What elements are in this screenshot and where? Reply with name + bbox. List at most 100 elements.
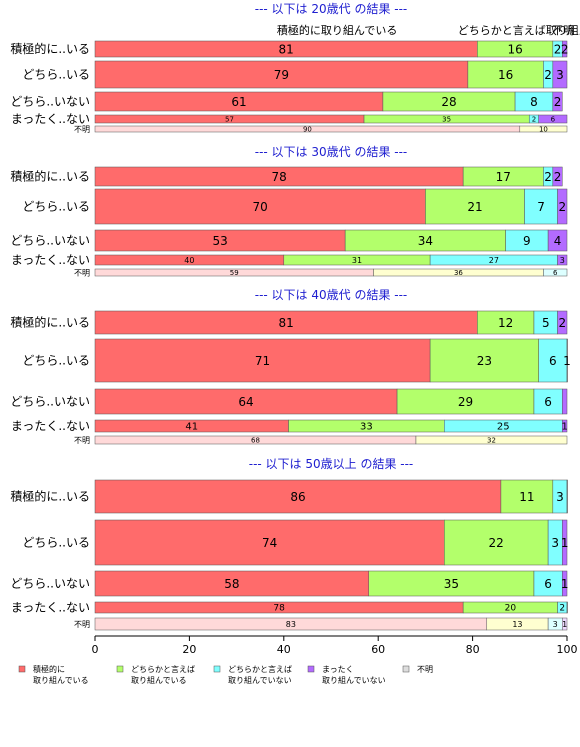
panel-title-1: --- 以下は 30歳代 の結果 --- (255, 145, 408, 159)
data-label-0-3-3: 6 (551, 116, 556, 124)
data-label-2-3-1: 33 (360, 422, 373, 433)
bar-segment-3-1-3 (562, 519, 568, 566)
data-label-0-0-2: 2 (554, 42, 562, 56)
data-label-2-2-1: 29 (458, 395, 473, 409)
bar-segment-2-1-0 (94, 338, 431, 383)
bar-segment-0-2-3 (552, 91, 563, 112)
legend-swatch-2 (213, 665, 221, 673)
data-label-2-0-1: 12 (498, 316, 513, 330)
bar-segment-0-3-3 (538, 114, 568, 124)
data-label-2-0-3: 2 (558, 316, 566, 330)
legend-swatch-0 (18, 665, 26, 673)
legend-swatch-3 (307, 665, 315, 673)
row-label-1-0: 積極的に..いる (10, 169, 90, 184)
bar-segment-3-1-0 (94, 519, 445, 566)
panel-title-0: --- 以下は 20歳代 の結果 --- (255, 2, 408, 16)
data-label-1-3-0: 40 (184, 256, 194, 265)
data-label-1-3-3: 3 (560, 256, 565, 265)
bar-segment-1-1-2 (524, 188, 558, 225)
row-label-0-2: どちら..いない (10, 95, 90, 109)
row-label-3-0: 積極的に..いる (10, 489, 90, 504)
row-label-2-1: どちら..いる (22, 354, 90, 368)
bar-segment-0-1-1 (467, 60, 544, 89)
legend-text-4: 不明 (417, 665, 433, 674)
row-label-1-3: まったく..ない (11, 253, 90, 267)
legend-swatch-1 (116, 665, 124, 673)
bar-segment-3-2-1 (368, 570, 535, 597)
bar-segment-3-3-3 (566, 601, 568, 614)
bar-segment-2-1-1 (429, 338, 539, 383)
row-label-1-4: 不明 (74, 269, 90, 278)
data-label-0-1-0: 79 (274, 68, 289, 82)
row-label-0-0: 積極的に..いる (10, 41, 90, 56)
data-label-3-4-1: 13 (512, 620, 522, 629)
row-label-2-2: どちら..いない (10, 395, 90, 409)
data-label-3-0-1: 11 (519, 490, 534, 504)
data-label-1-1-1: 21 (467, 200, 482, 214)
column-label-2: 不明 (552, 24, 574, 37)
data-label-1-0-1: 17 (496, 170, 511, 184)
data-label-3-4-0: 83 (286, 620, 296, 629)
data-label-0-1-1: 16 (498, 68, 513, 82)
data-label-1-0-2: 2 (544, 170, 552, 184)
data-label-3-3-2: 2 (559, 604, 565, 614)
panel-title-2: --- 以下は 40歳代 の結果 --- (255, 288, 408, 302)
bar-segment-2-1-3 (566, 338, 568, 383)
data-label-0-0-3: 2 (561, 42, 569, 56)
legend-text-0: 積極的に取り組んでいる (33, 664, 89, 685)
data-label-3-2-1: 35 (444, 577, 459, 591)
bar-segment-3-4-3 (562, 617, 568, 631)
data-label-0-2-1: 28 (441, 95, 456, 109)
data-label-0-2-3: 2 (554, 95, 562, 109)
data-label-0-3-2: 2 (532, 116, 536, 124)
data-label-1-3-1: 31 (352, 256, 362, 265)
row-label-0-4: 不明 (74, 125, 90, 134)
data-label-2-1-3: 1 (563, 354, 571, 368)
x-tick-label-3: 60 (371, 643, 385, 656)
data-label-0-0-1: 16 (507, 42, 522, 56)
legend-text-3: まったく取り組んでいない (322, 665, 386, 685)
row-label-2-4: 不明 (74, 436, 90, 445)
x-tick-label-0: 0 (92, 643, 99, 656)
data-label-2-0-2: 5 (542, 316, 550, 330)
bar-segment-0-1-0 (94, 60, 469, 89)
data-label-1-0-3: 2 (554, 170, 562, 184)
data-label-0-2-2: 8 (530, 95, 538, 109)
data-label-3-4-3: 1 (562, 620, 567, 629)
data-label-1-4-2: 6 (553, 269, 558, 277)
data-label-0-3-0: 57 (225, 116, 234, 124)
bar-segment-3-2-2 (533, 570, 563, 597)
bar-segment-2-2-3 (562, 388, 568, 415)
row-label-1-2: どちら..いない (10, 234, 90, 248)
bar-segment-1-0-3 (552, 166, 563, 187)
bar-segment-1-3-3 (557, 254, 568, 266)
row-label-3-1: どちら..いる (22, 536, 90, 550)
data-label-3-1-2: 3 (551, 536, 559, 550)
row-label-1-1: どちら..いる (22, 200, 90, 214)
column-label-1: どちらかと言えば取り組んでいる (458, 24, 580, 37)
data-label-0-1-3: 3 (556, 68, 564, 82)
bar-segment-2-0-3 (557, 310, 568, 335)
bar-segment-2-4-1 (415, 435, 568, 445)
bar-segment-1-1-3 (557, 188, 568, 225)
row-label-2-0: 積極的に..いる (10, 315, 90, 330)
panel-title-3: --- 以下は 50歳以上 の結果 --- (249, 457, 414, 471)
bar-segment-0-4-1 (519, 125, 568, 133)
data-label-2-2-0: 64 (238, 395, 253, 409)
data-label-3-0-0: 86 (290, 490, 305, 504)
data-label-3-3-0: 78 (273, 604, 285, 614)
data-label-0-2-0: 61 (231, 95, 246, 109)
x-tick-label-1: 20 (182, 643, 196, 656)
bar-segment-2-2-1 (396, 388, 535, 415)
data-label-1-2-1: 34 (418, 234, 433, 248)
row-label-2-3: まったく..ない (11, 419, 90, 433)
data-label-2-4-1: 32 (487, 437, 496, 445)
bar-segment-2-2-0 (94, 388, 398, 415)
bar-segment-1-2-3 (547, 229, 568, 252)
data-label-1-1-0: 70 (253, 200, 268, 214)
bar-segment-2-1-2 (538, 338, 568, 383)
bar-segment-1-1-0 (94, 188, 426, 225)
data-label-2-3-3: 1 (561, 422, 567, 433)
legend-text-2: どちらかと言えば取り組んでいない (228, 664, 292, 685)
bar-segment-3-1-1 (444, 519, 549, 566)
